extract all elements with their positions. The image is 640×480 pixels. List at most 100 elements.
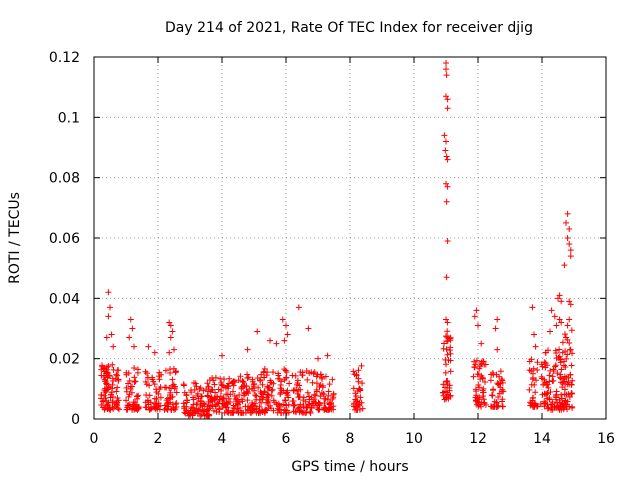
data-point	[109, 398, 116, 405]
data-point	[123, 371, 130, 378]
data-point	[260, 369, 267, 376]
data-point	[194, 410, 201, 417]
data-point	[443, 138, 449, 145]
data-point	[444, 337, 451, 344]
y-tick-label: 0.04	[49, 291, 80, 307]
data-point	[531, 400, 538, 407]
data-point	[350, 385, 357, 392]
grid	[94, 57, 606, 419]
data-point	[551, 313, 558, 320]
data-point	[293, 409, 300, 416]
data-point	[297, 401, 304, 408]
data-point	[283, 322, 289, 329]
data-point	[528, 356, 535, 363]
data-point	[490, 387, 497, 394]
data-point	[559, 400, 566, 407]
data-point	[443, 198, 450, 205]
data-point	[552, 363, 559, 370]
data-point	[307, 408, 314, 415]
data-point	[123, 397, 130, 404]
data-point	[273, 401, 280, 408]
data-point	[316, 401, 323, 408]
data-point	[173, 389, 180, 396]
data-point	[553, 349, 560, 356]
data-point	[167, 334, 174, 341]
data-point	[470, 373, 477, 380]
data-point	[559, 339, 566, 346]
data-point	[478, 403, 485, 410]
data-point	[443, 274, 450, 281]
data-point	[443, 60, 449, 67]
data-point	[215, 386, 222, 393]
data-point	[263, 399, 270, 406]
data-point	[166, 391, 173, 398]
data-point	[280, 401, 287, 408]
data-point	[128, 405, 135, 412]
data-point	[320, 391, 327, 398]
data-point	[330, 390, 337, 397]
data-point	[546, 372, 553, 379]
data-point	[312, 392, 319, 399]
data-point	[444, 183, 451, 190]
data-point	[542, 391, 549, 398]
data-point	[292, 372, 299, 379]
data-point	[568, 327, 575, 334]
data-point	[107, 304, 113, 311]
data-point	[569, 350, 576, 357]
data-point	[532, 343, 539, 350]
data-point	[270, 369, 277, 376]
data-point	[561, 331, 568, 338]
data-point	[566, 393, 573, 400]
data-point	[566, 316, 573, 323]
x-tick-label: 14	[533, 431, 551, 447]
data-point	[113, 400, 120, 407]
data-point	[355, 378, 362, 385]
data-point	[123, 388, 130, 395]
data-point	[441, 396, 448, 403]
data-point	[549, 377, 556, 384]
data-point	[270, 407, 277, 414]
data-point	[569, 377, 576, 384]
data-point	[161, 406, 168, 413]
data-point	[445, 335, 452, 342]
x-tick-label: 8	[346, 431, 355, 447]
data-point	[135, 405, 142, 412]
data-point	[254, 375, 261, 382]
data-point	[530, 370, 537, 377]
data-point	[115, 406, 122, 413]
data-point	[564, 351, 571, 358]
data-point	[473, 357, 480, 364]
data-point	[544, 405, 551, 412]
data-point	[157, 394, 164, 401]
data-point	[444, 156, 451, 163]
data-point	[142, 399, 149, 406]
data-point	[548, 307, 555, 314]
data-point	[244, 346, 251, 353]
data-point	[357, 394, 364, 401]
data-point	[162, 367, 169, 374]
data-point	[558, 395, 565, 402]
data-point	[114, 384, 121, 391]
data-point	[98, 391, 105, 398]
data-point	[350, 368, 357, 375]
data-point	[556, 292, 563, 299]
data-point	[164, 406, 171, 413]
data-point	[566, 241, 573, 248]
data-point	[249, 408, 256, 415]
data-point	[220, 376, 227, 383]
data-point	[262, 407, 269, 414]
data-point	[442, 369, 449, 376]
data-point	[134, 366, 141, 373]
data-point	[565, 375, 572, 382]
data-point	[99, 363, 106, 370]
data-point	[151, 400, 158, 407]
data-point	[480, 396, 487, 403]
data-points	[97, 60, 576, 419]
data-point	[479, 358, 486, 365]
data-point	[300, 402, 307, 409]
data-point	[191, 408, 198, 415]
data-point	[131, 374, 138, 381]
data-point	[229, 388, 236, 395]
data-point	[444, 380, 451, 387]
data-point	[499, 403, 506, 410]
